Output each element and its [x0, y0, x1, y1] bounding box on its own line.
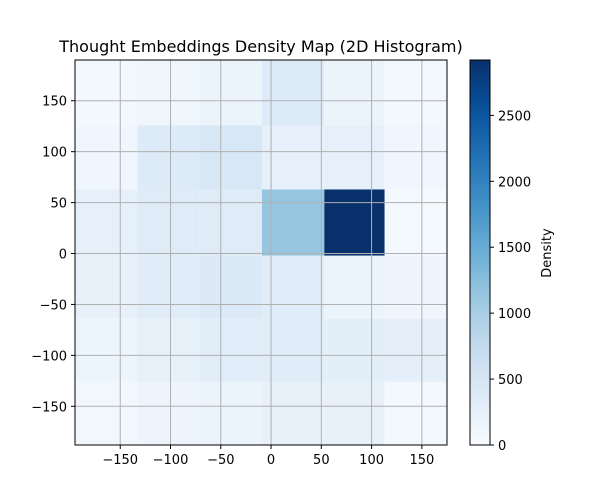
heatmap-cell: [75, 189, 138, 256]
heatmap-cell: [262, 381, 325, 445]
colorbar-tick-label: 500: [498, 373, 523, 388]
heatmap-cell: [75, 318, 138, 382]
heatmap-cell: [137, 189, 200, 256]
heatmap-cell: [75, 255, 138, 319]
x-tick-label: 100: [359, 453, 384, 468]
heatmap-cell: [199, 125, 263, 190]
colorbar-tick-label: 0: [498, 439, 506, 454]
x-axis: −150 −100 −50 0 50 100 150: [102, 445, 434, 468]
colorbar-tick-label: 1500: [498, 241, 531, 256]
heatmap-cells: [75, 60, 447, 445]
heatmap-cell: [324, 60, 385, 126]
heatmap-cell: [199, 60, 263, 126]
y-tick-label: −150: [31, 400, 67, 415]
x-tick-label: −50: [207, 453, 234, 468]
x-tick-label: −150: [102, 453, 138, 468]
heatmap-cell: [199, 318, 263, 382]
heatmap-cell: [199, 189, 263, 256]
grid-lines: [75, 60, 447, 445]
heatmap-cell: [384, 255, 447, 319]
colorbar-frame: [469, 59, 491, 446]
heatmap-cell: [262, 255, 325, 319]
y-tick-label: 150: [42, 95, 67, 110]
heatmap-cell: [137, 318, 200, 382]
y-tick-label: 0: [59, 248, 67, 263]
heatmap-cell: [137, 381, 200, 445]
heatmap-cell: [199, 381, 263, 445]
plot-frame: [74, 59, 448, 446]
heatmap-cell: [199, 255, 263, 319]
heatmap-cell: [137, 60, 200, 126]
x-tick-label: 0: [267, 453, 275, 468]
heatmap-cell: [75, 60, 138, 126]
heatmap-cell: [384, 125, 447, 190]
heatmap-cell: [75, 125, 138, 190]
heatmap-cell: [324, 189, 385, 256]
heatmap-cell: [75, 381, 138, 445]
heatmap-cell: [137, 255, 200, 319]
colorbar-tick-label: 1000: [498, 307, 531, 322]
y-tick-label: −100: [31, 349, 67, 364]
heatmap-cell: [137, 125, 200, 190]
heatmap-cell: [384, 381, 447, 445]
heatmap-cell: [324, 381, 385, 445]
heatmap-cell: [384, 60, 447, 126]
heatmap-cell: [324, 255, 385, 319]
colorbar-ticks: 0 500 1000 1500 2000 2500: [490, 109, 531, 454]
heatmap-cell: [384, 318, 447, 382]
colorbar: [470, 60, 490, 445]
chart-title: Thought Embeddings Density Map (2D Histo…: [58, 37, 463, 56]
colorbar-tick-label: 2500: [498, 109, 531, 124]
heatmap-cell: [262, 318, 325, 382]
heatmap-cell: [384, 189, 447, 256]
heatmap-cell: [324, 318, 385, 382]
colorbar-label: Density: [540, 228, 555, 278]
heatmap-cell: [262, 60, 325, 126]
colorbar-tick-label: 2000: [498, 175, 531, 190]
y-tick-label: 100: [42, 146, 67, 161]
x-tick-label: −100: [153, 453, 189, 468]
y-tick-label: 50: [50, 197, 67, 212]
x-tick-label: 50: [313, 453, 330, 468]
heatmap-cell: [262, 125, 325, 190]
y-axis: −150 −100 −50 0 50 100 150: [31, 95, 75, 415]
y-tick-label: −50: [40, 298, 67, 313]
heatmap-cell: [262, 189, 325, 256]
x-tick-label: 150: [409, 453, 434, 468]
heatmap-cell: [324, 125, 385, 190]
